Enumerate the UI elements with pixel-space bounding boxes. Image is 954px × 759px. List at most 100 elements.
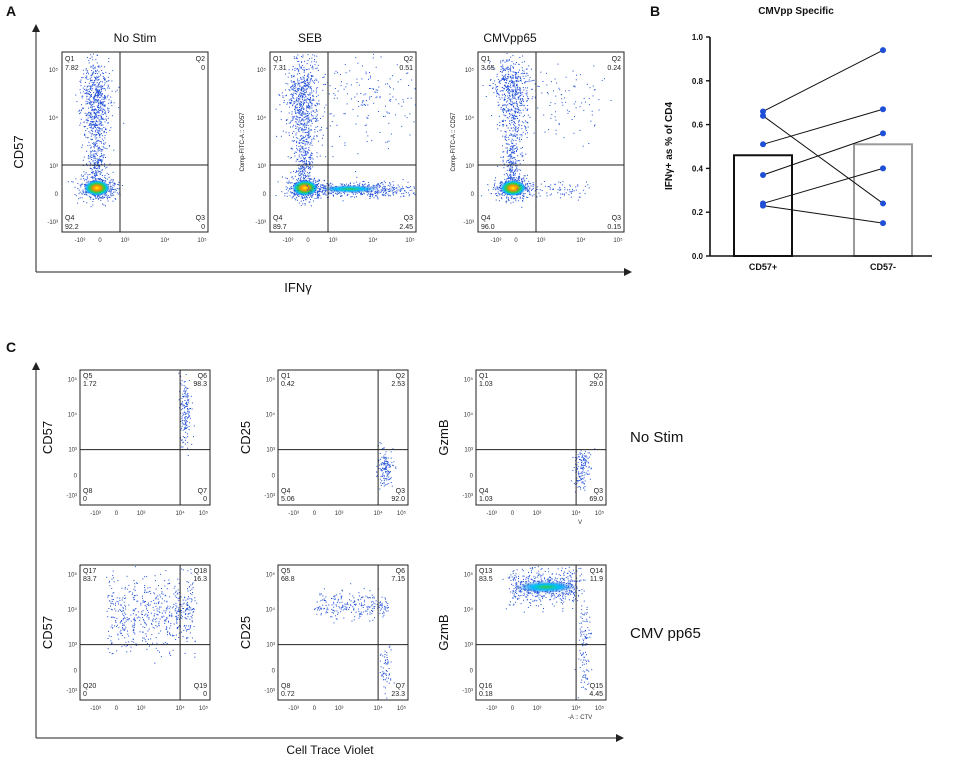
event-dot — [507, 197, 509, 199]
event-dot — [95, 174, 97, 176]
event-dot — [408, 85, 410, 86]
event-dot — [538, 86, 540, 87]
event-dot — [525, 130, 527, 131]
event-dot — [294, 198, 296, 200]
event-dot — [509, 174, 510, 176]
event-dot — [116, 89, 118, 91]
event-dot — [308, 73, 310, 75]
event-dot — [504, 94, 506, 95]
event-dot — [509, 110, 511, 112]
event-dot — [298, 195, 300, 197]
event-dot — [97, 150, 99, 152]
event-dot — [296, 73, 298, 75]
event-dot — [93, 125, 95, 127]
event-dot — [509, 177, 511, 179]
event-dot — [307, 166, 309, 168]
event-dot — [308, 127, 310, 129]
event-dot — [97, 115, 99, 117]
event-dot — [516, 77, 517, 79]
event-dot — [94, 66, 96, 68]
event-dot — [307, 168, 309, 169]
event-dot — [99, 197, 101, 199]
event-dot — [305, 147, 307, 149]
event-dot — [512, 148, 514, 150]
event-dot — [345, 72, 347, 74]
event-dot — [101, 163, 102, 165]
event-dot — [307, 115, 309, 116]
event-dot — [105, 98, 107, 100]
event-dot — [282, 97, 284, 98]
event-dot — [304, 131, 306, 133]
y-tick: 10⁴ — [68, 412, 78, 419]
event-dot — [317, 195, 318, 197]
event-dot — [511, 94, 513, 96]
event-dot — [504, 109, 506, 111]
event-dot — [101, 89, 102, 91]
event-dot — [186, 426, 188, 428]
event-dot — [298, 141, 300, 143]
event-dot — [94, 117, 96, 118]
event-dot — [300, 139, 302, 141]
event-dot — [380, 191, 382, 193]
event-dot — [502, 68, 504, 69]
event-dot — [369, 194, 371, 195]
event-dot — [182, 412, 184, 414]
event-dot — [88, 93, 90, 95]
event-dot — [91, 70, 93, 71]
event-dot — [96, 158, 98, 160]
event-dot — [389, 78, 391, 80]
event-dot — [89, 95, 91, 97]
event-dot — [521, 197, 523, 199]
event-dot — [509, 169, 511, 170]
event-dot — [91, 105, 93, 107]
event-dot — [88, 82, 90, 84]
event-dot — [496, 186, 498, 188]
event-dot — [108, 174, 110, 176]
event-dot — [311, 61, 313, 63]
event-dot — [519, 105, 521, 107]
event-dot — [282, 95, 284, 97]
event-dot — [547, 186, 549, 188]
event-dot — [89, 144, 91, 146]
event-dot — [329, 183, 331, 185]
event-dot — [519, 88, 521, 89]
event-dot — [98, 71, 100, 73]
event-dot — [522, 178, 524, 180]
event-dot — [529, 187, 531, 189]
event-dot — [510, 64, 512, 66]
event-dot — [93, 53, 94, 55]
event-dot — [102, 113, 104, 115]
y-tick: 0 — [74, 473, 78, 479]
event-dot — [303, 102, 305, 104]
event-dot — [517, 177, 519, 179]
event-dot — [97, 162, 98, 164]
event-dot — [303, 120, 305, 122]
event-dot — [518, 178, 520, 180]
event-dot — [310, 154, 312, 156]
event-dot — [390, 451, 392, 453]
event-dot — [184, 392, 186, 394]
panel-a-x-arrowhead — [624, 268, 632, 276]
event-dot — [181, 420, 183, 422]
event-dot — [302, 93, 304, 94]
event-dot — [298, 90, 300, 92]
event-dot — [384, 187, 386, 189]
density-hotspot — [500, 180, 526, 196]
event-dot — [521, 154, 523, 156]
event-dot — [310, 86, 312, 88]
event-dot — [92, 109, 94, 111]
event-dot — [106, 197, 108, 199]
event-dot — [90, 80, 92, 81]
event-dot — [101, 88, 103, 90]
event-dot — [102, 81, 104, 83]
event-dot — [94, 160, 96, 161]
event-dot — [383, 190, 385, 192]
event-dot — [333, 195, 334, 197]
event-dot — [92, 198, 94, 200]
y-axis-label: IFNγ+ as % of CD4 — [664, 102, 675, 191]
event-dot — [191, 443, 193, 445]
event-dot — [297, 110, 299, 112]
event-dot — [502, 78, 504, 80]
event-dot — [100, 109, 102, 111]
event-dot — [80, 118, 82, 120]
